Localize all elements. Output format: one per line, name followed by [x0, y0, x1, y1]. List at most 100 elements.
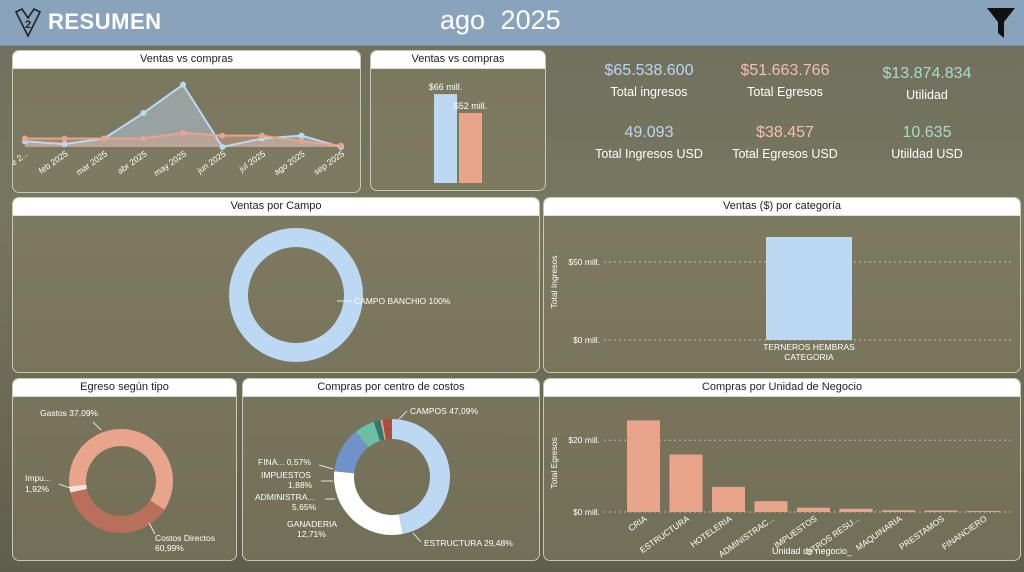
page-title: RESUMEN: [48, 9, 162, 34]
ventas-vs-compras-line-card: Ventas vs compras ene 2... feb 2025 mar 20…: [12, 50, 361, 193]
unidad-negocio-title: Compras por Unidad de Negocio: [544, 379, 1020, 397]
slice-label: ESTRUCTURA 29,48%: [424, 538, 513, 548]
campo-slice[interactable]: [229, 228, 363, 362]
bar-compras[interactable]: [459, 112, 482, 183]
ventas-por-categoria-chart[interactable]: $0 mill. $50 mill. TERNEROS HEMBRASCATEGOR…: [544, 216, 1021, 373]
y-axis-title: Total Ingresos: [549, 256, 559, 309]
bar-otros-resu-[interactable]: [839, 508, 873, 512]
x-tick-label: FINANCIERO: [940, 513, 989, 551]
compras-centro-costos-donut[interactable]: CAMPOS 47,09% ESTRUCTURA 29,48% GANADERIA 1…: [243, 397, 540, 561]
point-compras[interactable]: [298, 138, 305, 145]
slice-pct: 60,99%: [155, 543, 184, 553]
ventas-por-categoria-card: Ventas ($) por categoría $0 mill. $50 mil…: [543, 197, 1021, 373]
y-axis-title: Total Egresos: [549, 437, 559, 489]
kpi-total-egresos: $51.663.766 Total Egresos: [715, 62, 855, 99]
egreso-slice[interactable]: [69, 429, 173, 510]
centro-slice[interactable]: [380, 419, 386, 440]
point-compras[interactable]: [140, 135, 147, 142]
bar-financiero[interactable]: [967, 510, 1000, 512]
point-compras[interactable]: [219, 132, 226, 139]
point-ventas[interactable]: [140, 110, 147, 116]
point-compras[interactable]: [101, 135, 107, 142]
slice-label: CAMPO BANCHIO 100%: [354, 296, 451, 306]
centro-slice[interactable]: [373, 420, 385, 441]
x-tick-label: TERNEROS HEMBRAS: [763, 342, 855, 352]
kpi-label: Total Egresos: [747, 85, 823, 99]
x-tick-label: ago 2025: [272, 148, 307, 177]
bar-prestamos[interactable]: [924, 510, 958, 512]
leader-line: [148, 522, 156, 535]
bar-cria[interactable]: [627, 420, 660, 512]
centro-slice[interactable]: [334, 431, 369, 474]
point-compras[interactable]: [338, 142, 344, 149]
kpi-label: Total ingresos: [610, 85, 688, 99]
period-label: ago 2025: [440, 5, 561, 35]
slice-pct: 1,88%: [288, 480, 313, 490]
point-ventas[interactable]: [298, 132, 305, 139]
point-compras[interactable]: [61, 135, 68, 142]
kpi-utilidad-usd: 10.635 Utiildad USD: [857, 124, 997, 161]
leader-line: [58, 483, 71, 489]
centro-slice[interactable]: [382, 419, 392, 440]
logo-glyph: 2: [25, 19, 31, 31]
ventas-bar-title: Ventas vs compras: [371, 51, 545, 69]
ventas-vs-compras-bar-card: Ventas vs compras $66 mill. $52 mill.: [370, 50, 546, 191]
kpi-value: $65.538.600: [604, 62, 694, 79]
slice-label: Gastos 37,09%: [40, 408, 99, 418]
slice-label: CAMPOS 47,09%: [410, 406, 478, 416]
bar-value-label: $52 mill.: [454, 101, 488, 111]
x-tick-label: MAQUINARIA: [854, 513, 904, 552]
point-ventas[interactable]: [180, 81, 186, 88]
x-tick-label: sep 2025: [312, 148, 347, 176]
y-tick-label: $0 mill.: [573, 507, 600, 517]
area-ventas: [25, 84, 341, 147]
compras-unidad-negocio-chart[interactable]: $0 mill.$20 mill.CRIAESTRUCTURAHOTELERIA…: [544, 397, 1021, 561]
point-compras[interactable]: [180, 129, 186, 136]
egreso-slice[interactable]: [69, 484, 87, 493]
bar-administrac-[interactable]: [754, 501, 788, 512]
bar-hoteleria[interactable]: [712, 486, 745, 512]
slice-label: ADMINISTRA...: [255, 492, 315, 502]
ventas-line-title: Ventas vs compras: [13, 51, 360, 69]
bar-ventas[interactable]: [434, 94, 457, 183]
slice-pct: 1,92%: [25, 484, 50, 494]
x-tick-label: abr 2025: [115, 148, 148, 176]
kpi-value: 49.093: [624, 124, 674, 141]
x-tick-label: CRIA: [626, 513, 649, 533]
kpi-label: Utilidad: [906, 88, 948, 102]
point-ventas[interactable]: [61, 141, 68, 148]
point-compras[interactable]: [22, 135, 28, 142]
kpi-label: Utiildad USD: [891, 147, 963, 161]
centro-slice[interactable]: [334, 471, 403, 535]
x-axis-title: CATEGORIA: [784, 352, 834, 362]
ventas-vs-compras-line-chart[interactable]: ene 2... feb 2025 mar 2025 abr 2025 may 2025…: [13, 69, 361, 193]
y-tick-label: $0 mill.: [573, 335, 600, 345]
bar-estructura[interactable]: [669, 454, 703, 512]
x-tick-label: jul 2025: [236, 148, 267, 174]
campo-title: Ventas por Campo: [13, 198, 539, 216]
filter-icon[interactable]: [986, 6, 1016, 40]
slice-label: GANADERIA: [287, 519, 337, 529]
x-tick-label: ene 2...: [13, 148, 30, 172]
x-tick-label: may 2025: [152, 148, 189, 178]
egreso-tipo-title: Egreso según tipo: [13, 379, 236, 397]
bar-maquinaria[interactable]: [882, 510, 915, 512]
bar-impuestos[interactable]: [797, 507, 830, 512]
leader-line: [92, 421, 102, 431]
point-ventas[interactable]: [219, 144, 226, 150]
kpi-total-ingresos-usd: 49.093 Total Ingresos USD: [579, 124, 719, 161]
kpi-label: Total Ingresos USD: [595, 147, 703, 161]
ventas-por-campo-donut[interactable]: CAMPO BANCHIO 100%: [13, 216, 540, 373]
categoria-title: Ventas ($) por categoría: [544, 198, 1020, 216]
point-compras[interactable]: [259, 132, 265, 139]
egreso-slice[interactable]: [70, 488, 165, 533]
header-bar: 2 RESUMEN ago 2025: [0, 0, 1024, 46]
ventas-vs-compras-bar-chart[interactable]: $66 mill. $52 mill.: [371, 69, 546, 191]
bar-value-label: $66 mill.: [429, 82, 463, 92]
egreso-segun-tipo-card: Egreso según tipo Costos Directos 60,99% G…: [12, 378, 237, 561]
centro-slice[interactable]: [392, 419, 450, 535]
bar-terneros-hembras[interactable]: [766, 237, 852, 340]
centro-slice[interactable]: [355, 421, 381, 448]
leader-line: [412, 532, 422, 543]
